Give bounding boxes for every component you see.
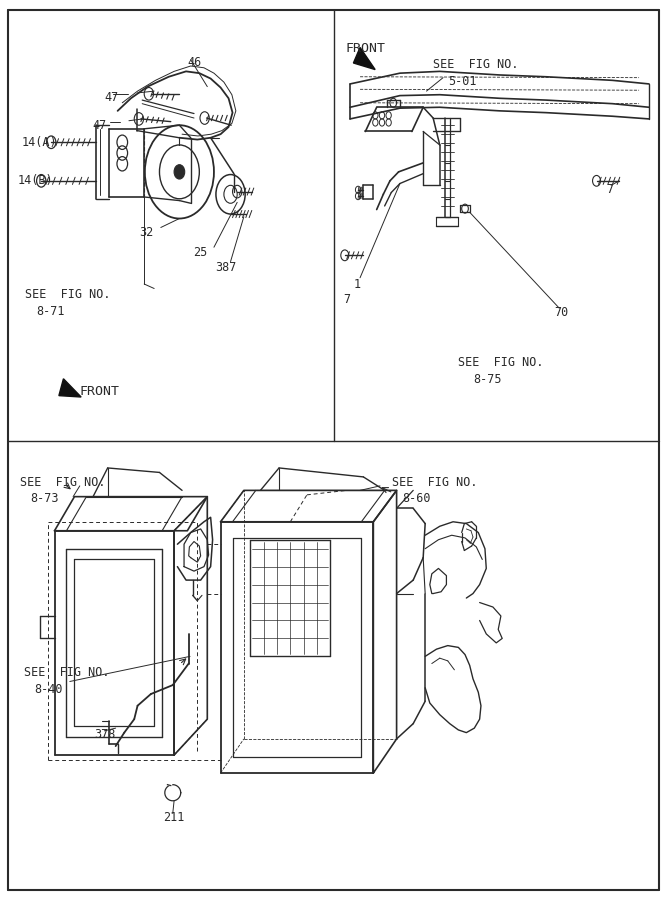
Text: 70: 70 xyxy=(554,306,568,319)
Text: 46: 46 xyxy=(187,56,201,69)
Text: 47: 47 xyxy=(93,119,107,131)
Text: 8-75: 8-75 xyxy=(473,373,502,385)
Text: SEE  FIG NO.: SEE FIG NO. xyxy=(20,476,105,489)
Text: 1: 1 xyxy=(354,277,361,291)
Text: SEE  FIG NO.: SEE FIG NO. xyxy=(392,476,478,489)
Text: 25: 25 xyxy=(193,246,207,259)
Text: 47: 47 xyxy=(104,91,119,104)
Circle shape xyxy=(174,165,185,179)
Text: 8-40: 8-40 xyxy=(35,683,63,696)
Text: SEE  FIG NO.: SEE FIG NO. xyxy=(458,356,544,369)
Text: 32: 32 xyxy=(139,227,154,239)
Text: FRONT: FRONT xyxy=(80,385,120,398)
Text: 8-60: 8-60 xyxy=(402,492,430,505)
Text: 14(A): 14(A) xyxy=(21,136,57,149)
Text: 7: 7 xyxy=(606,184,613,196)
Text: 7: 7 xyxy=(344,292,351,306)
Text: 8-71: 8-71 xyxy=(36,305,65,319)
Text: SEE  FIG NO.: SEE FIG NO. xyxy=(25,288,111,302)
Text: 211: 211 xyxy=(163,812,184,824)
Text: 14(B): 14(B) xyxy=(18,175,53,187)
Text: 387: 387 xyxy=(215,261,237,274)
Text: 8-73: 8-73 xyxy=(30,492,59,505)
Text: FRONT: FRONT xyxy=(346,41,386,55)
Text: 378: 378 xyxy=(94,728,116,741)
Polygon shape xyxy=(59,379,81,397)
Text: 5-01: 5-01 xyxy=(448,75,477,87)
Text: SEE  FIG NO.: SEE FIG NO. xyxy=(433,58,519,71)
Polygon shape xyxy=(354,48,375,69)
Text: SEE  FIG NO.: SEE FIG NO. xyxy=(24,666,109,679)
